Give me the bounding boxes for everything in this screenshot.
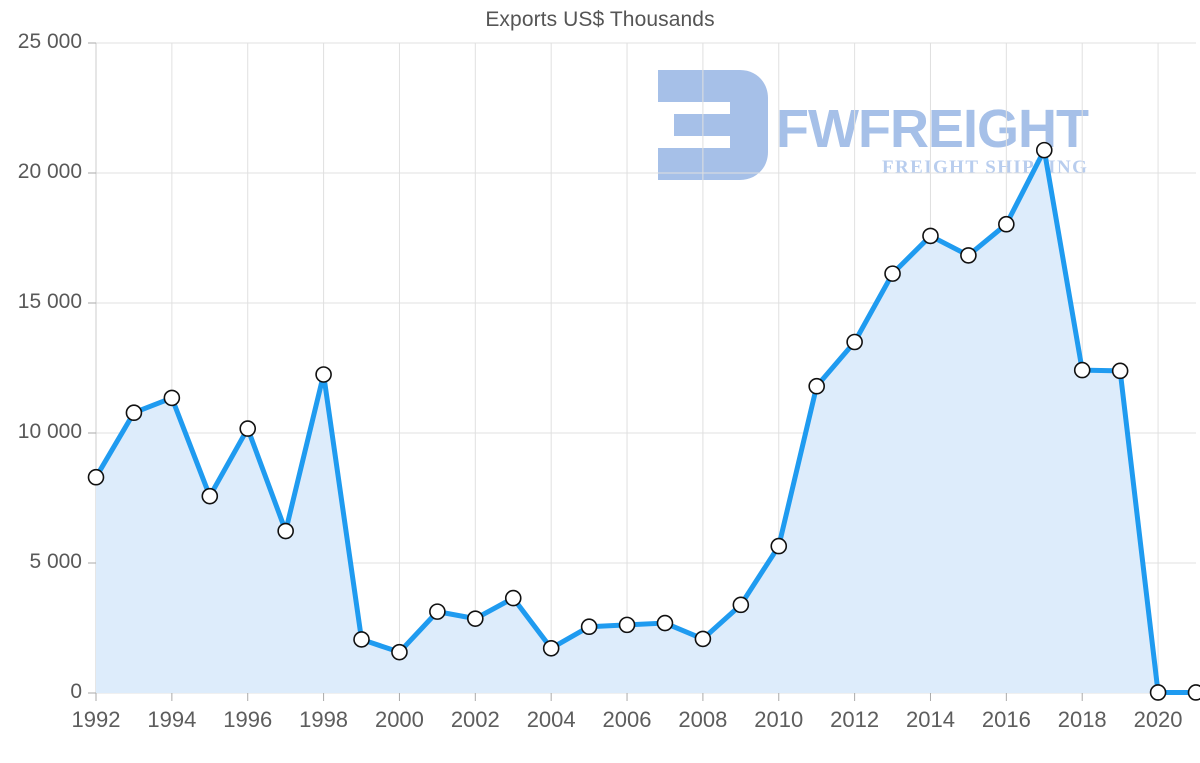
x-axis-tick-label: 2004: [526, 707, 576, 732]
data-point-marker[interactable]: [998, 215, 1015, 233]
data-point-marker[interactable]: [1111, 362, 1129, 380]
x-axis-tick-label: 2002: [450, 707, 500, 732]
x-axis-tick-label: 1992: [71, 707, 121, 732]
data-point-marker[interactable]: [125, 404, 143, 422]
data-point-marker[interactable]: [87, 468, 105, 486]
data-point-marker[interactable]: [467, 610, 484, 627]
data-point-marker[interactable]: [277, 522, 294, 540]
data-point-marker[interactable]: [504, 589, 522, 607]
data-point-marker[interactable]: [580, 618, 598, 636]
data-point-marker[interactable]: [656, 614, 674, 632]
x-axis-tick-label: 2018: [1057, 707, 1107, 732]
y-axis-tick-label: 10 000: [17, 420, 82, 443]
x-axis-tick-label: 2012: [830, 707, 880, 732]
x-axis-tick-label: 1994: [147, 707, 197, 732]
data-point-marker[interactable]: [542, 639, 560, 657]
area-fill: [96, 150, 1196, 693]
y-axis-tick-label: 15 000: [17, 290, 82, 313]
x-axis-tick-label: 2014: [905, 707, 955, 732]
data-point-marker[interactable]: [960, 247, 977, 264]
data-point-marker[interactable]: [694, 630, 712, 648]
x-axis-tick-label: 2008: [678, 707, 728, 732]
data-point-marker[interactable]: [353, 631, 370, 648]
data-point-marker[interactable]: [770, 537, 788, 555]
data-point-marker[interactable]: [163, 389, 181, 407]
data-markers: [87, 141, 1200, 701]
data-point-marker[interactable]: [846, 333, 863, 351]
y-axis-tick-label: 5 000: [29, 550, 82, 573]
x-axis-tick-label: 2020: [1133, 707, 1183, 732]
data-line: [93, 147, 1199, 695]
x-axis-tick-label: 1996: [223, 707, 273, 732]
data-point-marker[interactable]: [808, 377, 825, 395]
x-axis-tick-label: 1998: [299, 707, 349, 732]
data-point-marker[interactable]: [239, 420, 257, 437]
data-point-marker[interactable]: [732, 596, 750, 614]
y-axis-tick-label: 25 000: [17, 30, 82, 53]
x-axis-tick-label: 2000: [374, 707, 424, 732]
data-point-marker[interactable]: [922, 227, 939, 245]
data-point-marker[interactable]: [429, 603, 446, 620]
data-point-marker[interactable]: [618, 616, 636, 634]
chart-title: Exports US$ Thousands: [485, 8, 715, 31]
x-axis-tick-label: 2016: [981, 707, 1031, 732]
data-point-marker[interactable]: [201, 487, 219, 505]
x-axis-tick-label: 2006: [602, 707, 652, 732]
y-axis-tick-label: 0: [70, 680, 82, 703]
data-point-marker[interactable]: [1073, 361, 1091, 379]
data-point-marker[interactable]: [1035, 141, 1053, 159]
data-point-marker[interactable]: [1149, 684, 1167, 701]
data-point-marker[interactable]: [391, 643, 408, 661]
y-axis-tick-label: 20 000: [17, 160, 82, 183]
data-point-marker[interactable]: [1187, 684, 1200, 701]
x-axis-tick-label: 2010: [754, 707, 804, 732]
data-point-marker[interactable]: [315, 366, 332, 383]
data-point-marker[interactable]: [884, 265, 901, 282]
